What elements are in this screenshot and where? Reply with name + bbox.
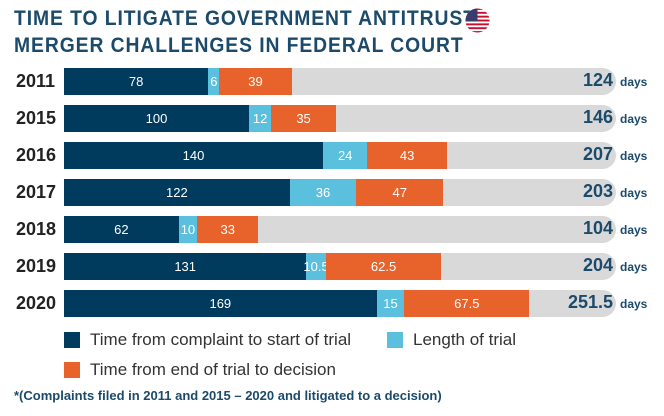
legend-swatch (64, 362, 80, 378)
year-label: 2017 (16, 182, 57, 202)
bar-row-2017: 2017 122 36 47 203 days (0, 179, 664, 206)
bar-segment: 78 (64, 68, 209, 95)
segment-label: 35 (296, 111, 311, 126)
bar-segment: 62.5 (325, 253, 442, 280)
bar-row-2018: 2018 62 10 33 104 days (0, 216, 664, 243)
year-label: 2018 (16, 219, 57, 239)
total-value: 146 (582, 107, 613, 127)
bar-segment: 15 (376, 290, 405, 317)
total-unit: days (620, 223, 648, 237)
year-label: 2019 (16, 256, 57, 276)
bar-segment: 100 (64, 105, 249, 132)
chart-title-line-1: TIME TO LITIGATE GOVERNMENT ANTITRUST (14, 7, 476, 30)
bar-segment: 67.5 (404, 290, 530, 317)
bar-row-2011: 2011 78 6 39 124 days (0, 68, 664, 95)
bar-segment: 140 (64, 142, 323, 169)
segment-label: 15 (383, 296, 398, 311)
chart-title-line-2: MERGER CHALLENGES IN FEDERAL COURT (14, 34, 464, 57)
bar-segment: 122 (64, 179, 290, 206)
year-label: 2015 (16, 108, 57, 128)
bar-segment: 10 (178, 216, 198, 243)
bar-row-2020: 2020 169 15 67.5 251.5 days (0, 290, 664, 317)
total-unit: days (620, 112, 648, 126)
year-label: 2016 (16, 145, 57, 165)
segment-label: 47 (392, 185, 407, 200)
bar-row-2016: 2016 140 24 43 207 days (0, 142, 664, 169)
total-unit: days (620, 186, 648, 200)
segment-label: 78 (128, 74, 144, 89)
legend-label: Time from end of trial to decision (90, 360, 336, 379)
total-value: 124 (582, 70, 613, 90)
total-value: 204 (582, 255, 613, 275)
bar-segment: 39 (219, 68, 292, 95)
legend-item-trial: Length of trial (387, 330, 516, 350)
bar-row-2015: 2015 100 12 35 146 days (0, 105, 664, 132)
segment-label: 67.5 (454, 296, 480, 311)
bar-segment: 47 (356, 179, 444, 206)
bar-segment: 12 (249, 105, 272, 132)
bar-segment: 62 (64, 216, 179, 243)
total-unit: days (620, 260, 648, 274)
bar-segment: 43 (367, 142, 447, 169)
total-unit: days (620, 149, 648, 163)
segment-label: 33 (220, 222, 235, 237)
bar-segment: 35 (271, 105, 336, 132)
bar-segment: 24 (323, 142, 368, 169)
segment-label: 122 (165, 185, 188, 200)
segment-label: 43 (399, 148, 415, 163)
segment-label: 10 (180, 222, 196, 237)
bar-segment: 131 (64, 253, 307, 280)
legend-swatch (64, 332, 80, 348)
segment-label: 62.5 (370, 259, 397, 274)
segment-label: 12 (252, 111, 268, 126)
total-value: 207 (582, 144, 613, 164)
us-flag-icon (465, 8, 490, 33)
segment-label: 140 (182, 148, 205, 163)
legend-label: Length of trial (413, 330, 517, 349)
bar-segment: 33 (197, 216, 259, 243)
legend-swatch (387, 332, 403, 348)
bar-segment: 6 (208, 68, 220, 95)
legend-item-decision: Time from end of trial to decision (64, 360, 336, 380)
segment-label: 24 (337, 148, 353, 163)
segment-label: 169 (209, 296, 232, 311)
legend-label: Time from complaint to start of trial (90, 330, 352, 349)
total-unit: days (620, 75, 648, 89)
bar-row-2019: 2019 131 10.5 62.5 204 days (0, 253, 664, 280)
segment-label: 39 (248, 74, 263, 89)
total-value: 203 (582, 181, 613, 201)
segment-label: 36 (315, 185, 331, 200)
year-label: 2020 (16, 293, 57, 313)
total-value: 104 (582, 218, 613, 238)
segment-label: 131 (174, 259, 197, 274)
year-label: 2011 (16, 71, 56, 91)
total-value: 251.5 (567, 292, 613, 312)
segment-label: 100 (145, 111, 168, 126)
segment-label: 62 (114, 222, 129, 237)
bar-segment: 10.5 (303, 253, 329, 280)
legend-item-pretrial: Time from complaint to start of trial (64, 330, 351, 350)
footnote: *(Complaints filed in 2011 and 2015 – 20… (14, 388, 442, 403)
bar-segment: 36 (289, 179, 357, 206)
bar-segment: 169 (64, 290, 377, 317)
total-unit: days (620, 297, 648, 311)
segment-label: 10.5 (303, 259, 329, 274)
segment-label: 6 (210, 74, 218, 89)
